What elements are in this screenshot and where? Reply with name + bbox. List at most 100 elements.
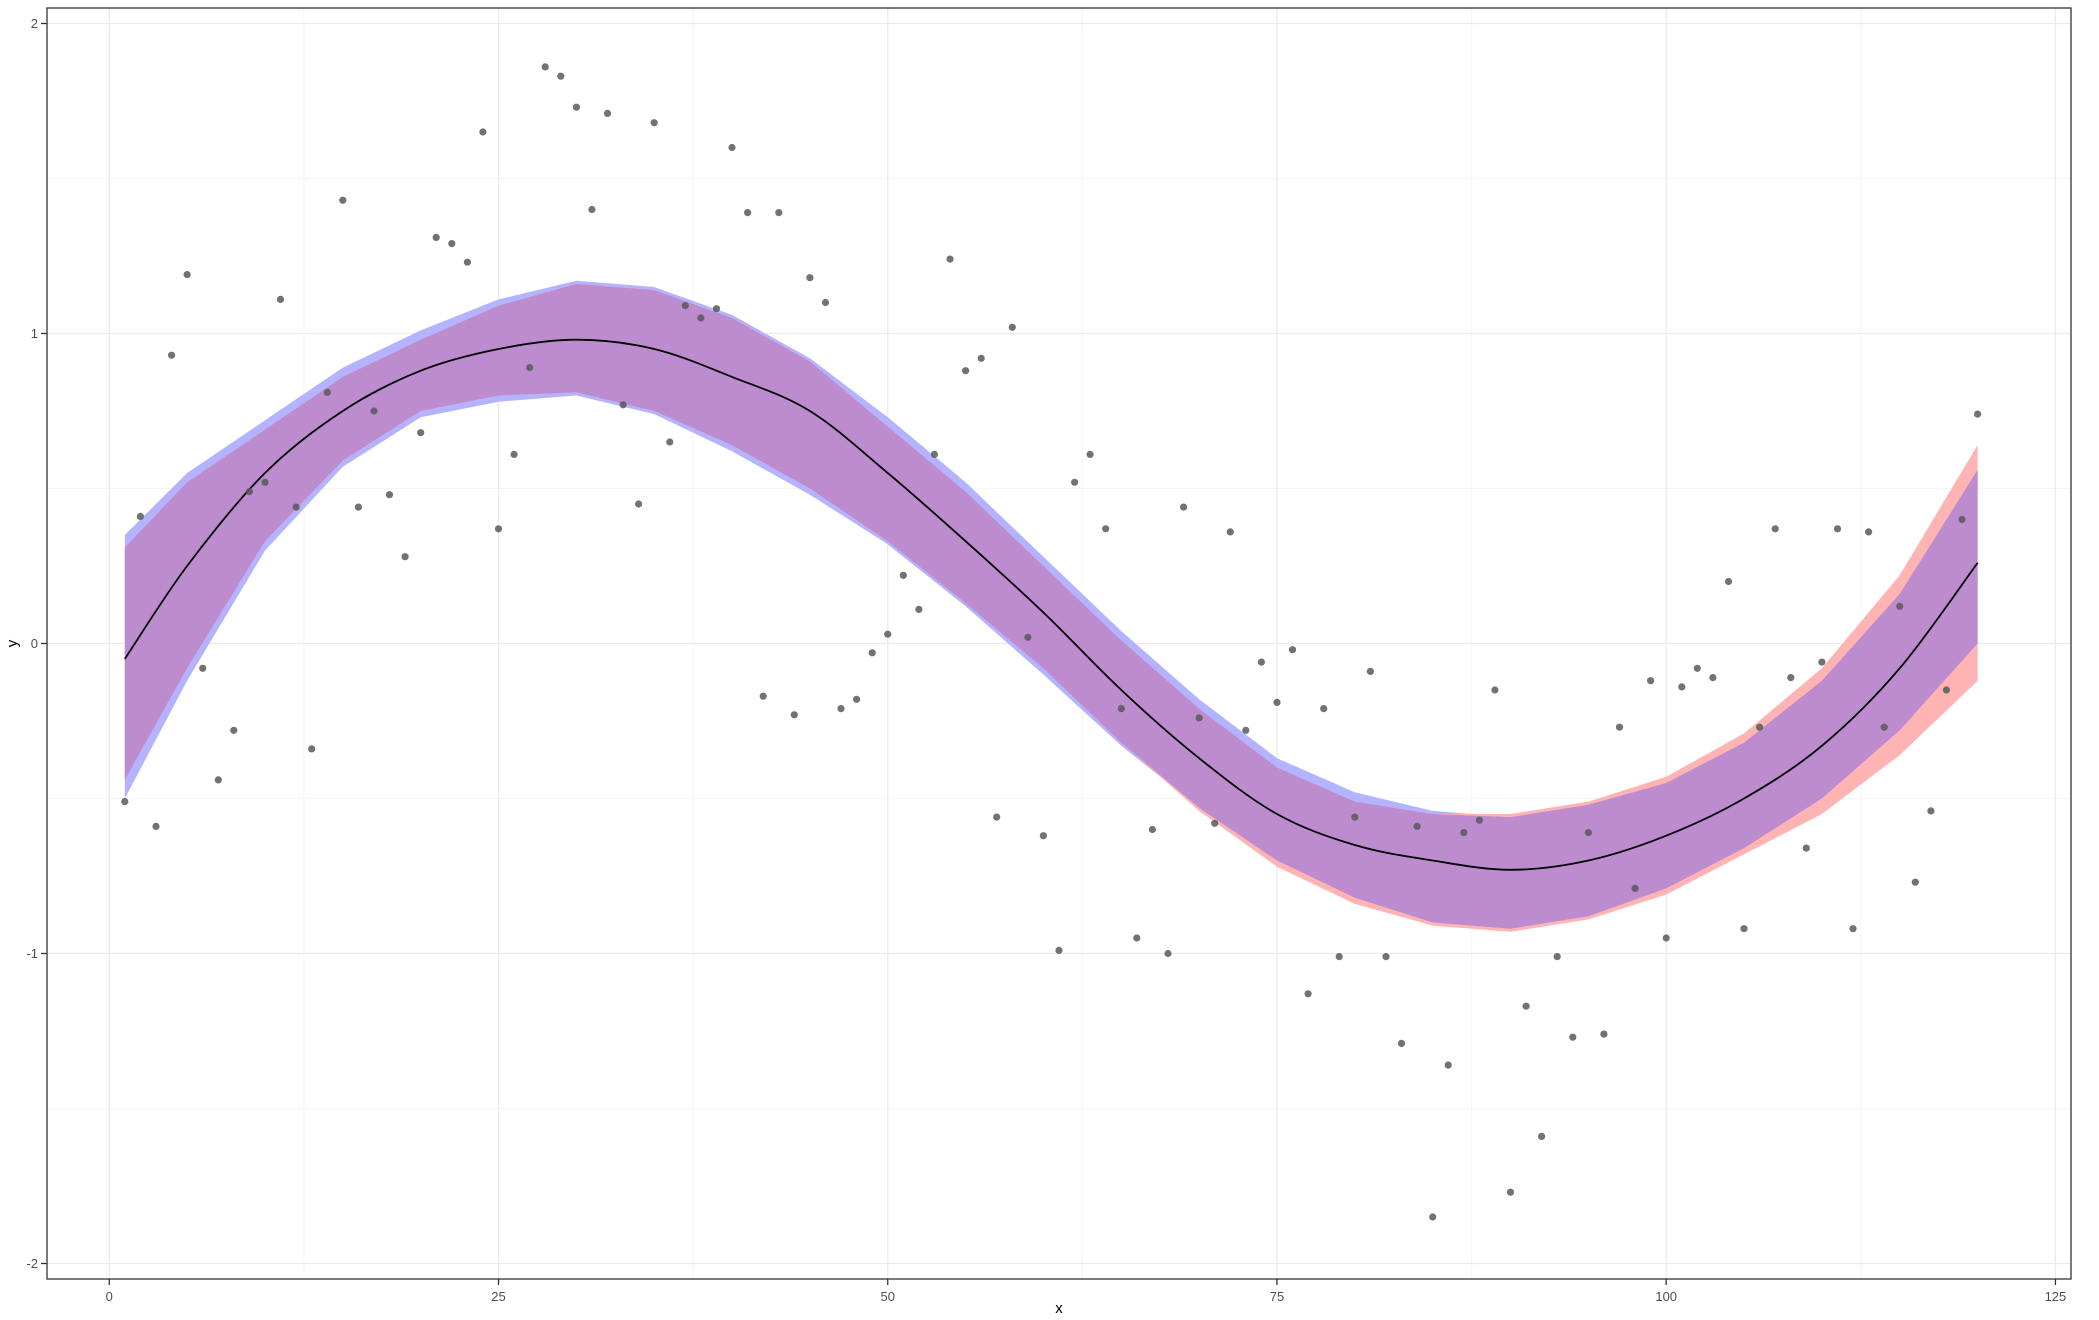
- data-point: [1693, 664, 1701, 672]
- data-point: [1538, 1132, 1546, 1140]
- confidence-bands: [124, 280, 1978, 932]
- x-axis-ticks: 0 25 50 75 100 125: [106, 1279, 2067, 1304]
- data-point: [1429, 1213, 1437, 1221]
- data-point: [930, 450, 939, 458]
- data-point: [1740, 925, 1748, 933]
- data-point: [697, 314, 705, 322]
- data-point: [510, 450, 518, 458]
- data-point: [494, 525, 503, 533]
- data-point: [1273, 698, 1281, 707]
- data-point: [1756, 723, 1764, 731]
- data-point: [1413, 822, 1421, 831]
- data-point: [681, 302, 689, 310]
- data-point: [183, 271, 191, 279]
- data-point: [993, 813, 1001, 821]
- data-point: [1802, 844, 1810, 852]
- data-point: [199, 664, 207, 672]
- data-point: [417, 429, 425, 437]
- data-point: [635, 500, 643, 508]
- data-point: [884, 630, 892, 638]
- x-tick-label: 125: [2045, 1289, 2067, 1304]
- data-point: [370, 407, 378, 415]
- data-point: [121, 798, 129, 806]
- x-tick-label: 100: [1655, 1289, 1677, 1304]
- data-point: [1024, 633, 1032, 641]
- data-point: [1942, 686, 1950, 694]
- data-point: [230, 726, 238, 734]
- data-point: [650, 119, 658, 127]
- data-point: [1522, 1002, 1530, 1010]
- data-point: [775, 209, 783, 217]
- data-point: [1257, 658, 1265, 666]
- data-point: [1833, 525, 1842, 533]
- y-axis-title: y: [4, 639, 21, 647]
- data-point: [1055, 946, 1063, 955]
- data-point: [1008, 323, 1016, 331]
- y-tick-label: -1: [26, 946, 38, 961]
- y-tick-label: 1: [31, 326, 38, 341]
- data-point: [1974, 410, 1982, 418]
- data-point: [1771, 525, 1779, 533]
- data-point: [479, 128, 487, 136]
- data-point: [1351, 813, 1359, 821]
- data-points: [121, 63, 1982, 1221]
- data-point: [308, 745, 316, 753]
- data-point: [1397, 1039, 1406, 1047]
- data-point: [588, 205, 596, 214]
- data-point: [1584, 829, 1592, 837]
- y-tick-label: 2: [31, 16, 38, 31]
- x-tick-label: 75: [1270, 1289, 1284, 1304]
- data-point: [790, 711, 798, 719]
- data-point: [354, 503, 362, 511]
- data-point: [385, 491, 394, 499]
- data-point: [1071, 478, 1079, 486]
- data-point: [1896, 602, 1904, 610]
- data-point: [1880, 723, 1888, 731]
- data-point: [1242, 726, 1250, 734]
- data-point: [1787, 674, 1795, 682]
- data-point: [401, 553, 409, 561]
- data-point: [1320, 705, 1328, 713]
- x-tick-label: 0: [106, 1289, 113, 1304]
- data-point: [1226, 528, 1234, 536]
- data-point: [1647, 677, 1655, 685]
- data-point: [1211, 819, 1219, 827]
- data-point: [1927, 807, 1935, 815]
- data-point: [1164, 949, 1172, 958]
- data-point: [1133, 934, 1141, 942]
- data-point: [915, 605, 923, 614]
- data-point: [977, 354, 985, 362]
- data-point: [1491, 686, 1499, 694]
- data-point: [1117, 705, 1125, 713]
- data-point: [448, 240, 456, 248]
- data-point: [1724, 577, 1733, 586]
- data-point: [1818, 658, 1826, 666]
- data-point: [339, 196, 347, 204]
- data-point: [1195, 714, 1203, 722]
- data-point: [168, 351, 176, 359]
- data-point: [1288, 646, 1297, 654]
- data-point: [619, 401, 627, 409]
- data-point: [1849, 925, 1857, 933]
- data-point: [1709, 674, 1717, 682]
- data-point: [1631, 884, 1639, 893]
- data-point: [1148, 825, 1156, 834]
- data-point: [1335, 953, 1343, 961]
- data-point: [1662, 934, 1670, 942]
- data-point: [899, 571, 907, 579]
- data-point: [541, 63, 549, 71]
- data-point: [1506, 1188, 1515, 1196]
- data-point: [744, 209, 752, 217]
- data-point: [946, 255, 954, 263]
- data-point: [806, 274, 814, 282]
- data-point: [214, 776, 222, 784]
- data-point: [1460, 829, 1468, 837]
- data-point: [1600, 1030, 1608, 1038]
- confidence-band-overlap: [124, 283, 1978, 929]
- data-point: [1865, 528, 1873, 536]
- data-point: [136, 512, 144, 521]
- data-point: [1678, 683, 1686, 691]
- data-point: [463, 258, 471, 266]
- data-point: [261, 478, 269, 486]
- data-point: [1366, 667, 1374, 676]
